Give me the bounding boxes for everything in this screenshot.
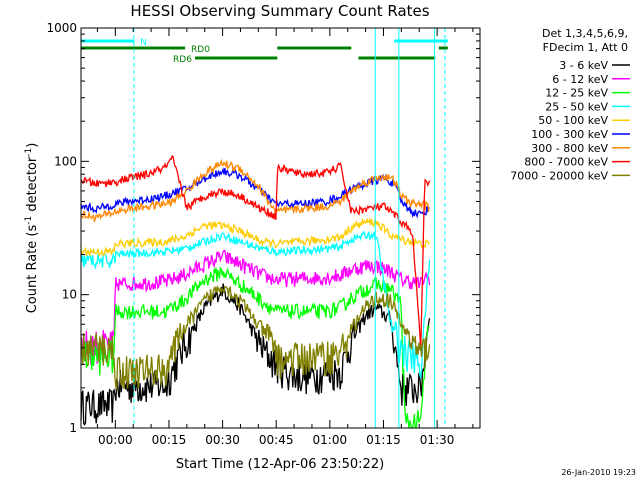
legend-label-1: 6 - 12 keV bbox=[552, 73, 608, 86]
y-axis-label-exp1: -1 bbox=[24, 216, 34, 225]
legend-header-line-2: FDecim 1, Att 0 bbox=[543, 41, 628, 54]
y-axis-label: Count Rate (s-1 detector-1) bbox=[24, 143, 40, 314]
legend-label-4: 50 - 100 keV bbox=[538, 114, 608, 127]
y-tick-label-1: 10 bbox=[62, 288, 77, 302]
vline-layer bbox=[133, 28, 446, 428]
chart-title: HESSI Observing Summary Count Rates bbox=[130, 2, 429, 20]
x-tick-label-6: 01:30 bbox=[420, 433, 455, 447]
series-line-1 bbox=[80, 249, 431, 365]
y-axis-label-exp2: -1 bbox=[24, 148, 34, 157]
x-tick-label-5: 01:15 bbox=[366, 433, 401, 447]
legend-label-5: 100 - 300 keV bbox=[531, 128, 608, 141]
legend-label-3: 25 - 50 keV bbox=[545, 100, 608, 113]
y-axis-label-end: ) bbox=[25, 143, 40, 148]
state-label-rd0: RD0 bbox=[191, 45, 210, 55]
series-line-0 bbox=[80, 283, 431, 426]
series-line-6 bbox=[80, 158, 430, 224]
x-axis: 00:00 00:15 00:30 00:45 01:00 01:15 01:30 bbox=[96, 28, 474, 447]
timestamp: 26-Jan-2010 19:23 bbox=[561, 468, 636, 477]
series-line-3 bbox=[80, 230, 431, 379]
y-tick-label-0: 1 bbox=[69, 421, 77, 435]
series-layer bbox=[80, 155, 431, 429]
x-tick-label-4: 01:00 bbox=[313, 433, 348, 447]
legend-header-line-1: Det 1,3,4,5,6,9, bbox=[542, 27, 628, 40]
y-axis-label-mid: detector bbox=[25, 156, 40, 216]
series-line-2 bbox=[80, 266, 430, 429]
x-tick-label-0: 00:00 bbox=[98, 433, 133, 447]
y-axis: 1 10 100 1000 bbox=[46, 21, 480, 435]
legend-label-7: 800 - 7000 keV bbox=[524, 156, 608, 169]
state-label-n: N bbox=[140, 38, 147, 48]
y-axis-label-main: Count Rate (s bbox=[25, 225, 40, 314]
legend: Det 1,3,4,5,6,9, FDecim 1, Att 0 3 - 6 k… bbox=[510, 27, 630, 182]
legend-label-0: 3 - 6 keV bbox=[559, 59, 608, 72]
series-line-7 bbox=[80, 155, 431, 351]
series-line-4 bbox=[80, 216, 431, 257]
x-tick-label-1: 00:15 bbox=[152, 433, 187, 447]
legend-label-8: 7000 - 20000 keV bbox=[510, 169, 608, 182]
legend-label-6: 300 - 800 keV bbox=[531, 142, 608, 155]
state-label-rd6: RD6 bbox=[173, 55, 192, 65]
plot-frame bbox=[80, 27, 481, 429]
x-tick-label-3: 00:45 bbox=[259, 433, 294, 447]
y-tick-label-3: 1000 bbox=[46, 21, 77, 35]
legend-label-2: 12 - 25 keV bbox=[545, 87, 608, 100]
y-tick-label-2: 100 bbox=[54, 154, 77, 168]
x-axis-label: Start Time (12-Apr-06 23:50:22) bbox=[176, 457, 384, 472]
series-line-8 bbox=[80, 284, 431, 391]
x-tick-label-2: 00:30 bbox=[205, 433, 240, 447]
